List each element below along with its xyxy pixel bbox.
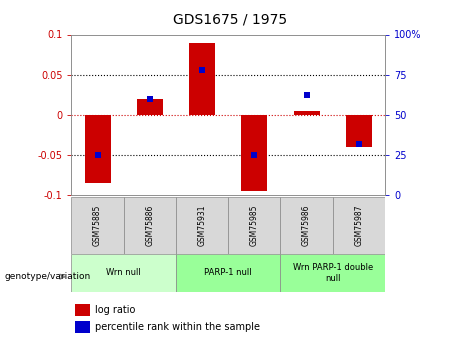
Text: GSM75987: GSM75987: [355, 204, 363, 246]
Bar: [346, 115, 372, 147]
FancyBboxPatch shape: [333, 197, 385, 254]
Point: [251, 152, 258, 158]
Point: [94, 152, 101, 158]
Text: Wrn PARP-1 double
null: Wrn PARP-1 double null: [293, 263, 373, 283]
Text: GSM75886: GSM75886: [145, 205, 154, 246]
Text: GSM75985: GSM75985: [250, 204, 259, 246]
Text: Wrn null: Wrn null: [106, 268, 141, 277]
FancyBboxPatch shape: [176, 254, 280, 292]
Bar: [75, 321, 90, 333]
FancyBboxPatch shape: [71, 197, 124, 254]
Bar: [189, 42, 215, 115]
FancyBboxPatch shape: [124, 197, 176, 254]
Point: [303, 93, 310, 98]
Bar: [84, 115, 111, 183]
Point: [355, 141, 362, 146]
Text: genotype/variation: genotype/variation: [5, 272, 91, 281]
Text: PARP-1 null: PARP-1 null: [204, 268, 252, 277]
Text: GSM75885: GSM75885: [93, 205, 102, 246]
Text: percentile rank within the sample: percentile rank within the sample: [95, 322, 260, 332]
FancyBboxPatch shape: [176, 197, 228, 254]
Bar: [75, 304, 90, 316]
Point: [146, 96, 154, 101]
Point: [198, 67, 206, 72]
Text: log ratio: log ratio: [95, 305, 136, 315]
FancyBboxPatch shape: [280, 254, 385, 292]
FancyBboxPatch shape: [228, 197, 280, 254]
Text: GSM75931: GSM75931: [198, 204, 207, 246]
FancyBboxPatch shape: [71, 254, 176, 292]
Text: GSM75986: GSM75986: [302, 204, 311, 246]
Bar: [241, 115, 267, 191]
Bar: [294, 111, 319, 115]
Text: GDS1675 / 1975: GDS1675 / 1975: [173, 12, 288, 26]
Bar: [137, 99, 163, 115]
FancyBboxPatch shape: [280, 197, 333, 254]
